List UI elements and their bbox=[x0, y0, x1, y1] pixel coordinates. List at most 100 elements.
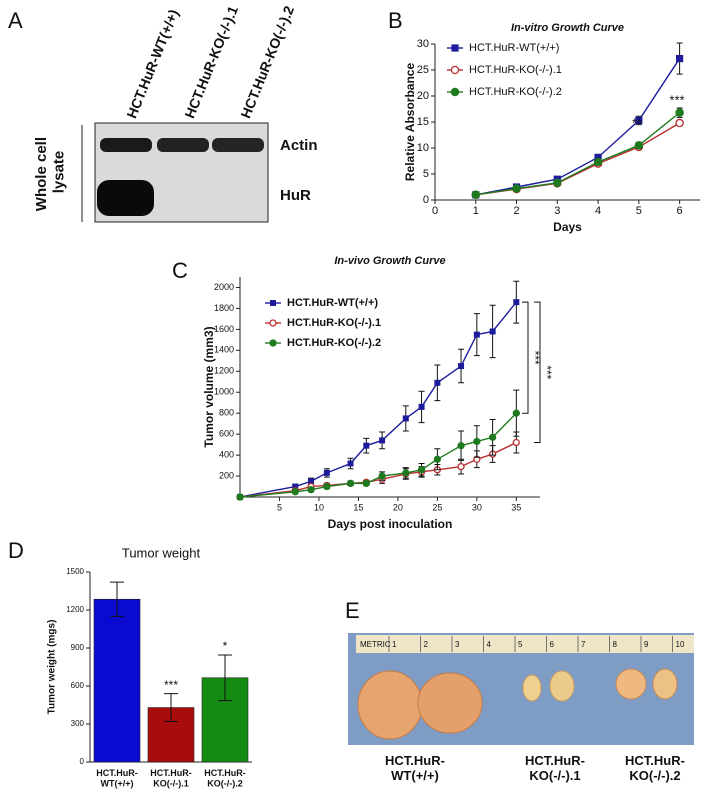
marker bbox=[270, 300, 276, 306]
x-tick-label: 20 bbox=[393, 502, 403, 512]
annotation: *** bbox=[540, 365, 554, 379]
x-tick-label: HCT.HuR-KO(-/-).1 bbox=[150, 768, 192, 788]
legend-label: HCT.HuR-WT(+/+) bbox=[287, 297, 378, 309]
y-tick-label: 300 bbox=[71, 719, 85, 728]
y-axis-label: Tumor weight (mgs) bbox=[47, 620, 58, 715]
ruler-number: 4 bbox=[487, 640, 492, 649]
ruler-number: 5 bbox=[518, 640, 523, 649]
photo-label: HCT.HuR-WT(+/+) bbox=[385, 753, 445, 783]
x-tick-label: 25 bbox=[432, 502, 442, 512]
marker bbox=[553, 178, 562, 188]
tumor bbox=[357, 670, 423, 740]
y-tick-label: 1800 bbox=[214, 303, 234, 313]
y-tick-label: 600 bbox=[71, 681, 85, 690]
y-tick-label: 15 bbox=[417, 116, 429, 128]
ruler-number: 3 bbox=[455, 640, 460, 649]
x-tick-label: 30 bbox=[472, 502, 482, 512]
marker bbox=[675, 108, 684, 117]
y-tick-label: 1200 bbox=[66, 605, 84, 614]
marker bbox=[323, 469, 330, 476]
x-tick-label: 1 bbox=[473, 205, 479, 217]
y-tick-label: 20 bbox=[417, 90, 429, 102]
band-label: Actin bbox=[280, 137, 318, 154]
error-bar bbox=[110, 581, 124, 617]
tumor bbox=[417, 672, 483, 734]
panel-label: B bbox=[388, 8, 403, 33]
series-line bbox=[475, 122, 680, 196]
side-label: Whole cell lysate bbox=[33, 133, 67, 211]
ruler-number: 8 bbox=[613, 640, 618, 649]
tumor bbox=[615, 668, 647, 700]
marker bbox=[362, 479, 370, 488]
marker bbox=[417, 466, 426, 474]
marker bbox=[512, 438, 520, 447]
x-tick-label: HCT.HuR-WT(+/+) bbox=[96, 768, 138, 788]
lane-label: HCT.HuR-WT(+/+) bbox=[123, 7, 181, 120]
y-tick-label: 1200 bbox=[214, 366, 234, 376]
legend-label: HCT.HuR-KO(-/-).2 bbox=[469, 86, 562, 98]
x-tick-label: 6 bbox=[677, 205, 683, 217]
tumor bbox=[549, 670, 575, 702]
marker bbox=[676, 54, 684, 63]
actin-band bbox=[157, 138, 209, 152]
chart-title: Tumor weight bbox=[122, 545, 201, 560]
y-tick-label: 200 bbox=[219, 470, 234, 480]
legend-label: HCT.HuR-WT(+/+) bbox=[469, 42, 559, 54]
marker bbox=[323, 482, 331, 491]
y-tick-label: 1500 bbox=[66, 567, 84, 576]
ruler-number: 9 bbox=[644, 640, 649, 649]
ruler-number: 6 bbox=[550, 640, 555, 649]
marker bbox=[291, 488, 299, 496]
x-tick-label: 35 bbox=[511, 502, 521, 512]
marker bbox=[457, 442, 465, 450]
marker bbox=[473, 331, 480, 338]
marker bbox=[402, 469, 410, 477]
axis-line bbox=[239, 277, 540, 498]
marker bbox=[451, 44, 459, 52]
marker bbox=[418, 403, 425, 410]
y-tick-label: 30 bbox=[417, 38, 429, 50]
marker bbox=[402, 415, 409, 422]
marker bbox=[471, 190, 481, 200]
ruler-number: 2 bbox=[424, 640, 429, 649]
marker bbox=[363, 442, 370, 449]
legend-label: HCT.HuR-KO(-/-).1 bbox=[287, 317, 381, 329]
significance-bracket bbox=[534, 301, 541, 444]
y-tick-label: 2000 bbox=[214, 282, 234, 292]
bar bbox=[201, 677, 249, 763]
marker bbox=[512, 184, 521, 193]
marker bbox=[269, 319, 277, 327]
annotation: *** bbox=[669, 92, 684, 107]
marker bbox=[489, 328, 496, 335]
marker bbox=[308, 478, 315, 485]
lane-label: HCT.HuR-KO(-/-).1 bbox=[181, 3, 241, 120]
panel-label: A bbox=[8, 8, 23, 33]
marker bbox=[269, 339, 277, 347]
y-axis-label: Relative Absorbance bbox=[403, 63, 417, 182]
lane-label: HCT.HuR-KO(-/-).2 bbox=[237, 3, 297, 120]
actin-band bbox=[212, 138, 264, 152]
marker bbox=[450, 87, 460, 97]
y-tick-label: 0 bbox=[80, 757, 85, 766]
ruler-number: 1 bbox=[392, 640, 397, 649]
x-tick-label: 15 bbox=[353, 502, 363, 512]
y-tick-label: 400 bbox=[219, 449, 234, 459]
significance: * bbox=[223, 639, 228, 653]
marker bbox=[379, 437, 386, 444]
y-tick-label: 600 bbox=[219, 429, 234, 439]
chart-title: In-vivo Growth Curve bbox=[334, 255, 445, 267]
marker bbox=[594, 153, 602, 161]
y-tick-label: 0 bbox=[423, 194, 429, 206]
x-tick-label: 5 bbox=[277, 502, 282, 512]
series-line bbox=[475, 112, 681, 196]
panel-label: D bbox=[8, 538, 24, 563]
legend-label: HCT.HuR-KO(-/-).2 bbox=[287, 337, 381, 349]
marker bbox=[450, 65, 460, 75]
y-tick-label: 900 bbox=[71, 643, 85, 652]
marker bbox=[635, 116, 643, 125]
photo-label: HCT.HuR-KO(-/-).2 bbox=[625, 753, 685, 783]
x-axis-label: Days post inoculation bbox=[328, 517, 453, 531]
x-tick-label: 0 bbox=[432, 205, 438, 217]
x-tick-label: 5 bbox=[636, 205, 642, 217]
y-tick-label: 1000 bbox=[214, 387, 234, 397]
